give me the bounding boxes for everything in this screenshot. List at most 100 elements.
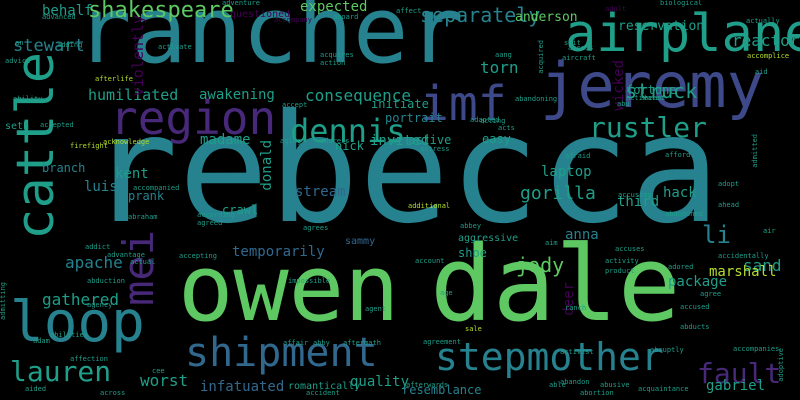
cloud-word: adoptive — [777, 348, 785, 382]
cloud-word: shoe — [458, 246, 487, 260]
cloud-word: gabriel — [706, 378, 766, 394]
cloud-word: prank — [128, 189, 165, 203]
cloud-word: reservation — [618, 19, 705, 34]
cloud-word: owen — [178, 235, 400, 342]
cloud-word: adopt — [718, 180, 740, 188]
cloud-word: abby — [313, 339, 330, 347]
cloud-word: questioned — [230, 9, 291, 20]
cloud-word: kent — [115, 166, 149, 182]
cloud-word: loop — [10, 290, 145, 355]
cloud-word: acts — [498, 124, 515, 132]
cloud-word: imf — [420, 76, 507, 132]
cloud-word: worst — [140, 371, 189, 390]
cloud-word: active — [408, 133, 452, 147]
cloud-word: stream — [295, 184, 346, 200]
cloud-word: actress — [420, 145, 450, 153]
cloud-word: easy — [482, 132, 511, 146]
cloud-word: quality — [350, 374, 410, 390]
cloud-word: access — [568, 44, 594, 52]
cloud-word: activist — [560, 348, 594, 356]
cloud-word: air — [763, 227, 776, 235]
cloud-word: agent — [365, 305, 387, 313]
cloud-word: accompanied — [133, 184, 180, 192]
cloud-word: able — [549, 381, 566, 389]
cloud-word: abruptly — [650, 346, 684, 354]
cloud-word: abducts — [680, 323, 710, 331]
cloud-word: ranch — [565, 304, 587, 312]
cloud-word: stewart — [13, 36, 85, 56]
cloud-word: ability — [13, 95, 43, 103]
cloud-word: aircraft — [562, 54, 596, 62]
cloud-word: anderson — [515, 10, 578, 25]
cloud-word: afraid — [565, 152, 591, 160]
cloud-word: actual — [130, 258, 156, 266]
cloud-word: dale — [430, 223, 681, 345]
cloud-word: agreed — [197, 219, 223, 227]
cloud-word: separately — [420, 3, 541, 27]
cloud-word: product — [605, 267, 635, 275]
cloud-word: resemblance — [402, 383, 482, 397]
cloud-word: accepting — [179, 252, 217, 260]
cloud-word: rancher — [76, 0, 464, 84]
cloud-word: adored — [668, 263, 694, 271]
cloud-word: marshall — [709, 264, 777, 280]
cloud-word: behalf — [42, 3, 93, 19]
cloud-word: aid — [755, 68, 768, 76]
cloud-word: acquired — [537, 40, 545, 74]
cloud-word: abusive — [600, 381, 630, 389]
cloud-word: accusing — [618, 191, 652, 199]
cloud-word: accepted — [40, 121, 74, 129]
cloud-word: acting — [480, 117, 506, 125]
cloud-word: adam — [33, 337, 50, 345]
cloud-word: shakespeare — [88, 0, 234, 23]
cloud-word: accomplice — [747, 52, 790, 60]
cloud-word: action — [320, 59, 346, 67]
cloud-word: afford — [665, 151, 691, 159]
cloud-word: seth — [5, 121, 30, 132]
cloud-word: age — [440, 289, 453, 297]
cloud-word: abbey — [460, 222, 482, 230]
cloud-word: initiate — [371, 97, 429, 111]
cloud-word: adapted — [470, 116, 500, 124]
cloud-word: agree — [700, 290, 722, 298]
cloud-word: adding — [57, 41, 83, 49]
cloud-word: ahead — [718, 201, 740, 209]
cloud-word: fault — [697, 357, 782, 390]
cloud-word: shipment — [185, 330, 378, 376]
cloud-word: acquaintance — [638, 385, 689, 393]
cloud-word: accompanies — [733, 345, 780, 353]
cloud-word: aging — [280, 137, 302, 145]
cloud-word: mei — [114, 230, 163, 306]
cloud-word: aggressive — [458, 233, 519, 244]
cloud-word: consequence — [305, 86, 411, 105]
cloud-word: lauren — [10, 355, 112, 388]
cloud-word: affair — [283, 339, 309, 347]
cloud-word: jody — [516, 253, 565, 277]
cloud-word: temporarily — [232, 244, 325, 260]
cloud-word: afterlife — [95, 75, 133, 83]
cloud-word: humiliated — [88, 86, 179, 104]
cloud-word: struck — [625, 79, 698, 103]
cloud-word: accuses — [615, 245, 645, 253]
cloud-word: anna — [565, 227, 599, 243]
cloud-word: aided — [25, 385, 47, 393]
cloud-word: hack — [663, 185, 697, 201]
cloud-word: sammy — [345, 236, 376, 247]
cloud-word: adult — [605, 5, 627, 13]
cloud-word: abandon — [560, 378, 590, 386]
cloud-word: act — [653, 94, 666, 102]
cloud-word: firefight — [70, 142, 108, 150]
cloud-word: admitting — [0, 282, 7, 320]
cloud-word: jeremy — [540, 49, 764, 122]
cloud-word: biological — [660, 0, 703, 7]
cloud-word: violently — [129, 15, 147, 97]
cloud-word: aang — [495, 51, 512, 59]
cloud-word: admitted — [751, 134, 759, 168]
cloud-word: advantage — [107, 251, 145, 259]
cloud-word: activity — [605, 257, 639, 265]
cloud-word: cattle — [6, 52, 66, 240]
cloud-word: agreement — [423, 338, 461, 346]
cloud-word: affect — [396, 7, 422, 15]
cloud-word: activated — [626, 94, 664, 102]
cloud-word: acknowledge — [103, 138, 150, 146]
